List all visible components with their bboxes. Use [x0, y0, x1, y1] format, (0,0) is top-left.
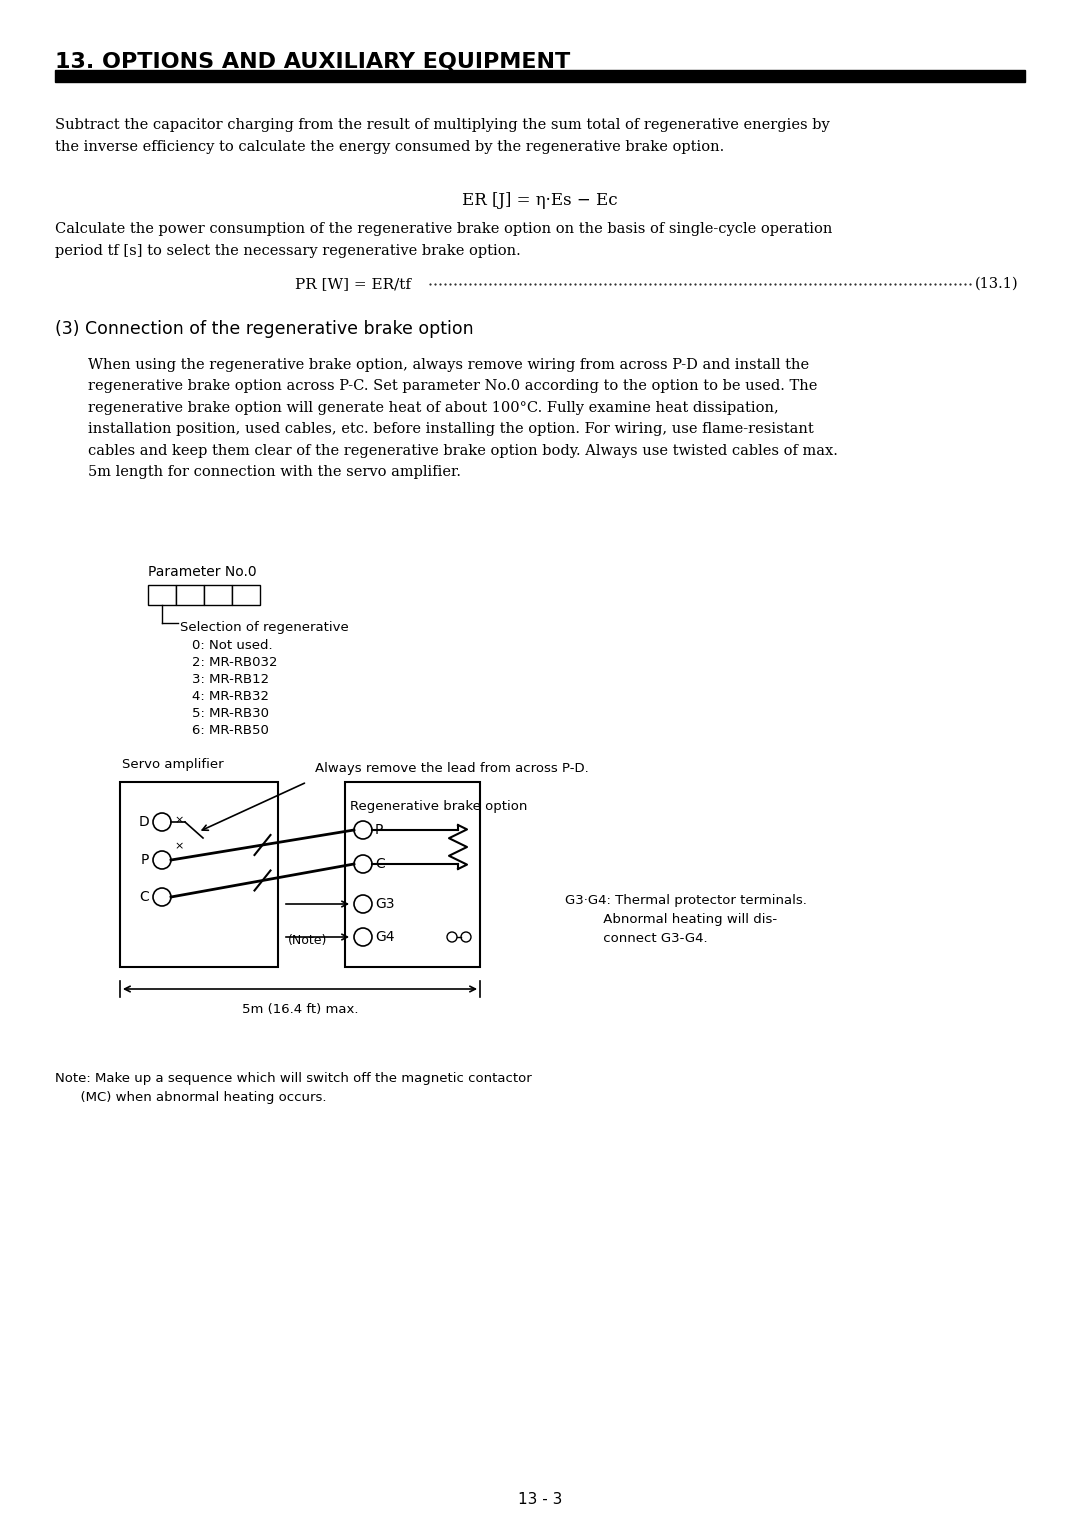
Text: Subtract the capacitor charging from the result of multiplying the sum total of : Subtract the capacitor charging from the… — [55, 118, 829, 154]
Bar — [204, 585, 232, 605]
Bar — [120, 782, 278, 967]
Text: Servo amplifier: Servo amplifier — [122, 758, 224, 772]
Text: 2: MR-RB032: 2: MR-RB032 — [192, 656, 278, 669]
Text: C: C — [375, 857, 384, 871]
Circle shape — [354, 856, 372, 872]
Text: PR [W] = ER/tf: PR [W] = ER/tf — [295, 277, 411, 290]
Bar — [55, 70, 1025, 83]
Text: Note: Make up a sequence which will switch off the magnetic contactor
      (MC): Note: Make up a sequence which will swit… — [55, 1073, 531, 1105]
Text: Parameter No.0: Parameter No.0 — [148, 565, 257, 579]
Circle shape — [153, 851, 171, 869]
Bar — [176, 585, 204, 605]
Text: G3·G4: Thermal protector terminals.
         Abnormal heating will dis-
        : G3·G4: Thermal protector terminals. Abno… — [565, 894, 807, 944]
Text: 5m (16.4 ft) max.: 5m (16.4 ft) max. — [242, 1002, 359, 1016]
Circle shape — [354, 895, 372, 914]
Text: 5: MR-RB30: 5: MR-RB30 — [192, 707, 269, 720]
Text: P: P — [140, 853, 149, 866]
Circle shape — [461, 932, 471, 941]
Bar — [345, 782, 480, 967]
Text: G3: G3 — [375, 897, 394, 911]
Text: ×: × — [174, 840, 184, 851]
Text: P: P — [375, 824, 383, 837]
Text: (13.1): (13.1) — [975, 277, 1018, 290]
Circle shape — [354, 821, 372, 839]
Text: 4: MR-RB32: 4: MR-RB32 — [192, 691, 269, 703]
Bar — [148, 585, 176, 605]
Circle shape — [153, 813, 171, 831]
Circle shape — [354, 927, 372, 946]
Circle shape — [153, 888, 171, 906]
Circle shape — [447, 932, 457, 941]
Text: 6: MR-RB50: 6: MR-RB50 — [192, 724, 269, 736]
Text: 0: Not used.: 0: Not used. — [192, 639, 272, 652]
Text: G4: G4 — [375, 931, 394, 944]
Text: D: D — [138, 814, 149, 830]
Text: Always remove the lead from across P-D.: Always remove the lead from across P-D. — [315, 762, 589, 775]
Text: (Note): (Note) — [288, 934, 327, 947]
Text: (3) Connection of the regenerative brake option: (3) Connection of the regenerative brake… — [55, 319, 474, 338]
Text: Selection of regenerative: Selection of regenerative — [180, 620, 349, 634]
Text: 3: MR-RB12: 3: MR-RB12 — [192, 672, 269, 686]
Text: When using the regenerative brake option, always remove wiring from across P-D a: When using the regenerative brake option… — [87, 358, 838, 480]
Text: 13. OPTIONS AND AUXILIARY EQUIPMENT: 13. OPTIONS AND AUXILIARY EQUIPMENT — [55, 52, 570, 72]
Text: ×: × — [174, 814, 184, 825]
Text: 13 - 3: 13 - 3 — [517, 1491, 563, 1507]
Text: Calculate the power consumption of the regenerative brake option on the basis of: Calculate the power consumption of the r… — [55, 222, 833, 258]
Text: ER [J] = η·Es − Ec: ER [J] = η·Es − Ec — [462, 193, 618, 209]
Bar — [232, 585, 260, 605]
Text: C: C — [139, 889, 149, 905]
Text: Regenerative brake option: Regenerative brake option — [350, 801, 527, 813]
